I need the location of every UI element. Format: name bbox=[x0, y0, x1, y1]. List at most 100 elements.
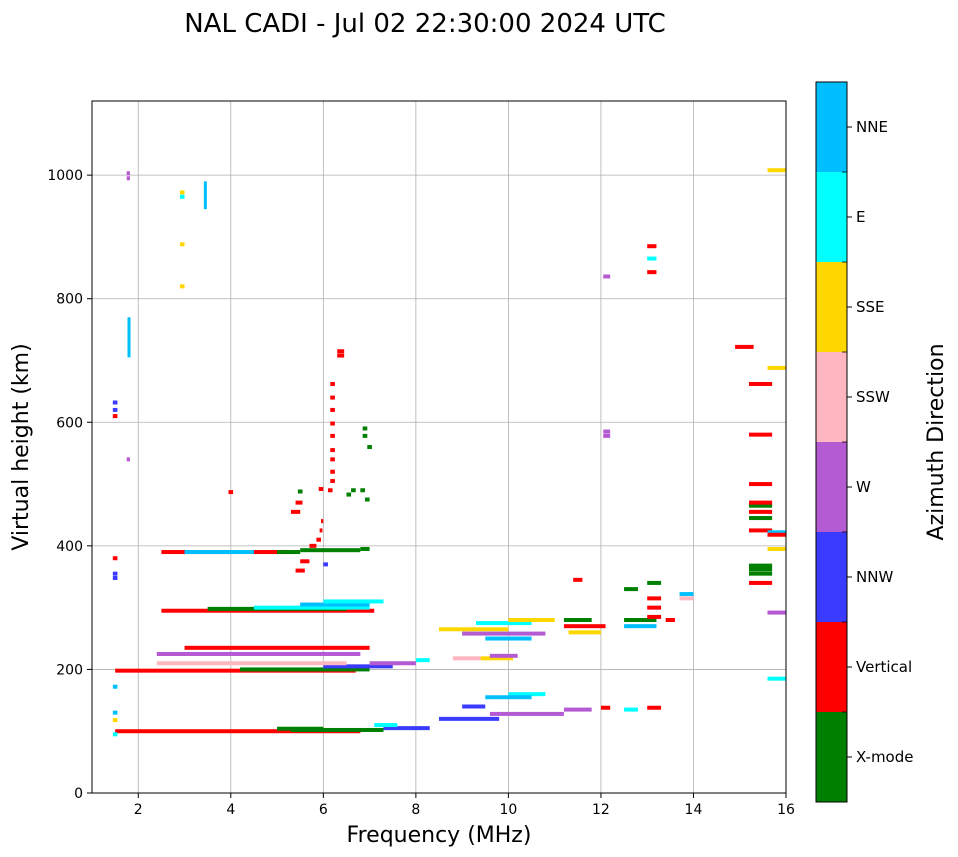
echo-segment-nne bbox=[184, 550, 254, 555]
echo-segment-nne bbox=[112, 710, 118, 715]
echo-segment-vertical bbox=[309, 543, 317, 548]
echo-segment-vertical bbox=[748, 528, 773, 533]
echo-run-nne bbox=[127, 317, 131, 358]
colorbar-label: X-mode bbox=[856, 748, 913, 766]
echo-segment-sse bbox=[179, 284, 185, 289]
echo-segment-vertical bbox=[600, 705, 611, 710]
echo-segment-vertical bbox=[748, 381, 773, 386]
echo-segment-nne bbox=[112, 684, 118, 689]
echo-segment-w bbox=[603, 274, 611, 279]
echo-segment-vertical bbox=[330, 478, 335, 483]
echo-segment-w bbox=[603, 433, 611, 438]
echo-segment-vertical bbox=[112, 556, 118, 561]
y-tick-label: 200 bbox=[56, 662, 83, 678]
colorbar-label: W bbox=[856, 478, 871, 496]
echo-segment-vertical bbox=[647, 614, 662, 619]
y-tick-label: 400 bbox=[56, 539, 83, 555]
colorbar-label: Vertical bbox=[856, 658, 912, 676]
colorbar-swatch-ssw bbox=[816, 352, 847, 442]
y-tick-label: 600 bbox=[56, 415, 83, 431]
echo-segment-nne bbox=[679, 592, 694, 597]
echo-segment-vertical bbox=[115, 729, 361, 734]
echo-segment-e bbox=[476, 621, 532, 626]
echo-segment-vertical bbox=[330, 457, 335, 462]
echo-segment-x-mode bbox=[748, 571, 773, 576]
echo-segment-vertical bbox=[330, 381, 335, 386]
echo-segment-e bbox=[624, 707, 638, 712]
echo-segment-w bbox=[489, 711, 564, 716]
x-tick-label: 12 bbox=[592, 802, 610, 818]
echo-segment-vertical bbox=[327, 488, 333, 493]
echo-segment-e bbox=[508, 692, 546, 697]
echo-segment-vertical bbox=[573, 577, 583, 582]
echo-segment-sse bbox=[179, 190, 185, 195]
colorbar-swatch-sse bbox=[816, 262, 847, 352]
data-layer bbox=[112, 168, 786, 737]
echo-segment-x-mode bbox=[346, 492, 352, 497]
echo-segment-vertical bbox=[330, 421, 335, 426]
echo-segment-sse bbox=[480, 656, 514, 661]
x-tick-label: 6 bbox=[319, 802, 328, 818]
echo-segment-vertical bbox=[184, 645, 370, 650]
echo-segment-vertical bbox=[647, 605, 662, 610]
echo-segment-x-mode bbox=[647, 580, 662, 585]
echo-segment-x-mode bbox=[297, 489, 303, 494]
echo-segment-nnw bbox=[462, 704, 486, 709]
echo-segment-ssw bbox=[156, 661, 347, 666]
echo-segment-vertical bbox=[748, 580, 773, 585]
echo-segment-x-mode bbox=[748, 516, 773, 521]
x-tick-label: 14 bbox=[685, 802, 703, 818]
echo-segment-vertical bbox=[647, 244, 657, 249]
echo-segment-vertical bbox=[115, 668, 356, 673]
echo-segment-sse bbox=[179, 242, 185, 247]
x-tick-label: 8 bbox=[411, 802, 420, 818]
echo-segment-vertical bbox=[337, 353, 345, 358]
echo-segment-x-mode bbox=[364, 497, 370, 502]
echo-segment-vertical bbox=[316, 537, 322, 542]
echo-segment-vertical bbox=[748, 432, 773, 437]
echo-segment-x-mode bbox=[563, 618, 592, 622]
colorbar-swatch-e bbox=[816, 172, 847, 262]
colorbar: X-mode Vertical NNW W SSW SSE E NNE bbox=[815, 81, 913, 803]
echo-segment-vertical bbox=[290, 509, 301, 514]
x-tick-label: 4 bbox=[226, 802, 235, 818]
echo-segment-vertical bbox=[735, 344, 754, 349]
echo-segment-vertical bbox=[330, 433, 335, 438]
echo-segment-sse bbox=[767, 168, 786, 173]
colorbar-title: Azimuth Direction bbox=[924, 343, 949, 540]
echo-segment-x-mode bbox=[624, 587, 638, 592]
grid bbox=[92, 101, 787, 794]
echo-segment-vertical bbox=[647, 270, 657, 275]
x-tick-label: 16 bbox=[777, 802, 795, 818]
echo-segment-ssw bbox=[452, 656, 481, 661]
echo-segment-nnw bbox=[383, 726, 430, 731]
echo-segment-vertical bbox=[318, 487, 324, 492]
echo-segment-e bbox=[415, 658, 430, 663]
colorbar-swatch-vertical bbox=[816, 622, 847, 712]
colorbar-frame bbox=[815, 81, 848, 803]
echo-segment-nne bbox=[485, 695, 532, 700]
echo-segment-vertical bbox=[748, 509, 773, 514]
colorbar-label: E bbox=[856, 208, 865, 226]
echo-segment-nnw bbox=[323, 562, 328, 567]
echo-segment-vertical bbox=[253, 550, 291, 555]
x-tick-label: 2 bbox=[134, 802, 143, 818]
echo-segment-x-mode bbox=[362, 426, 368, 431]
y-tick-label: 1000 bbox=[47, 168, 83, 184]
x-axis-ticks: 2 4 6 8 10 12 14 16 bbox=[134, 793, 795, 818]
echo-segment-vertical bbox=[337, 349, 345, 354]
echo-segment-vertical bbox=[647, 596, 662, 601]
echo-segment-x-mode bbox=[748, 567, 773, 572]
echo-segment-e bbox=[647, 256, 657, 261]
echo-segment-x-mode bbox=[351, 488, 356, 493]
colorbar-label: SSE bbox=[856, 298, 885, 316]
colorbar-swatch-w bbox=[816, 442, 847, 532]
echo-segment-sse bbox=[767, 546, 786, 551]
echo-segment-x-mode bbox=[300, 548, 361, 553]
echo-segment-nne bbox=[624, 624, 657, 629]
echo-run-nne bbox=[203, 181, 207, 210]
echo-segment-w bbox=[156, 651, 361, 656]
echo-segment-vertical bbox=[748, 500, 773, 505]
x-tick-label: 10 bbox=[499, 802, 517, 818]
echo-segment-vertical bbox=[295, 568, 305, 573]
